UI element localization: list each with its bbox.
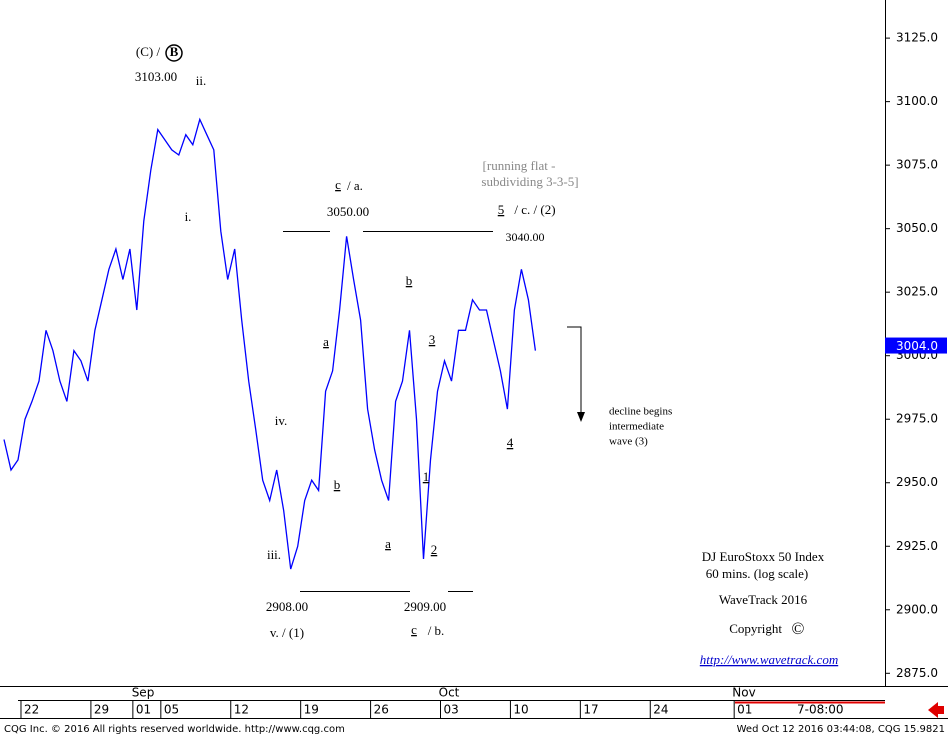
copyright: Copyright	[729, 621, 782, 636]
website-link[interactable]: http://www.wavetrack.com	[700, 652, 838, 667]
scroll-arrow[interactable]	[928, 702, 944, 718]
wave-label: c	[411, 622, 417, 637]
x-tick-label: 03	[444, 703, 459, 717]
wave-label: i.	[185, 209, 192, 224]
wave-label: b	[406, 273, 413, 288]
wave-circle	[165, 44, 183, 62]
footer-right: Wed Oct 12 2016 03:44:08, CQG 15.9821	[737, 724, 945, 735]
wave-label: c	[335, 177, 341, 192]
y-tick-label: 2875.0	[896, 666, 938, 680]
last-price-label: 3004.0	[896, 339, 938, 353]
y-tick-label: 3100.0	[896, 94, 938, 108]
wave-label: 3050.00	[327, 204, 369, 219]
price-line	[3, 117, 537, 570]
y-tick-label: 2900.0	[896, 602, 938, 616]
x-tick-label: 01	[737, 703, 752, 717]
y-tick-label: 2950.0	[896, 475, 938, 489]
wave-label: decline begins	[609, 406, 672, 418]
wave-label: subdividing 3-3-5]	[481, 174, 578, 189]
x-tick-label: 26	[374, 703, 389, 717]
wave-label: 4	[507, 435, 514, 450]
month-label: Oct	[439, 686, 460, 700]
wave-label: iii.	[267, 547, 281, 562]
wave-label: iv.	[275, 413, 288, 428]
x-tick-label: 01	[136, 703, 151, 717]
wave-label: a	[323, 334, 329, 349]
wave-label: (C) /	[136, 44, 161, 59]
y-tick-label: 3025.0	[896, 285, 938, 299]
wave-label: intermediate	[609, 421, 664, 433]
x-tick-label: 24	[653, 703, 668, 717]
wave-label: / c. / (2)	[514, 202, 555, 217]
y-tick-label: 3125.0	[896, 31, 938, 45]
x-tick-label: 19	[304, 703, 319, 717]
x-tick-label: 10	[513, 703, 528, 717]
wave-label: wave (3)	[609, 436, 648, 448]
wave-label: 5	[498, 202, 505, 217]
wave-label: / a.	[347, 178, 363, 193]
wave-label: 2	[431, 542, 438, 557]
y-tick-label: 3075.0	[896, 158, 938, 172]
wave-label: 2908.00	[266, 599, 308, 614]
wave-label: a	[385, 536, 391, 551]
wave-label: B	[170, 44, 179, 59]
wave-label: 3040.00	[506, 230, 545, 244]
index-name: DJ EuroStoxx 50 Index	[702, 549, 825, 564]
y-tick-label: 3050.0	[896, 221, 938, 235]
x-tick-label: 12	[234, 703, 249, 717]
wave-label: 1	[423, 469, 430, 484]
session-label: 7-08:00	[797, 703, 844, 717]
y-tick-label: 2975.0	[896, 412, 938, 426]
footer-left: CQG Inc. © 2016 All rights reserved worl…	[4, 724, 345, 735]
source: WaveTrack 2016	[719, 592, 808, 607]
wave-label: [running flat -	[483, 158, 556, 173]
y-tick-label: 2925.0	[896, 539, 938, 553]
wave-label: ii.	[196, 73, 206, 88]
wave-label: / b.	[428, 623, 445, 638]
last-price-box	[885, 337, 947, 354]
wave-label: 3103.00	[135, 69, 177, 84]
wave-label: b	[334, 477, 341, 492]
forecast-arrow	[567, 326, 582, 418]
x-tick-label: 17	[583, 703, 598, 717]
month-label: Sep	[132, 686, 155, 700]
wave-label: 2909.00	[404, 599, 446, 614]
copyright-symbol: ©	[792, 619, 805, 638]
month-label: Nov	[732, 686, 755, 700]
x-tick-label: 29	[94, 703, 109, 717]
x-tick-label: 22	[24, 703, 39, 717]
x-tick-label: 05	[164, 703, 179, 717]
interval: 60 mins. (log scale)	[706, 566, 809, 581]
wave-label: v. / (1)	[270, 625, 304, 640]
wave-label: 3	[429, 332, 436, 347]
arrow-head	[577, 412, 585, 422]
